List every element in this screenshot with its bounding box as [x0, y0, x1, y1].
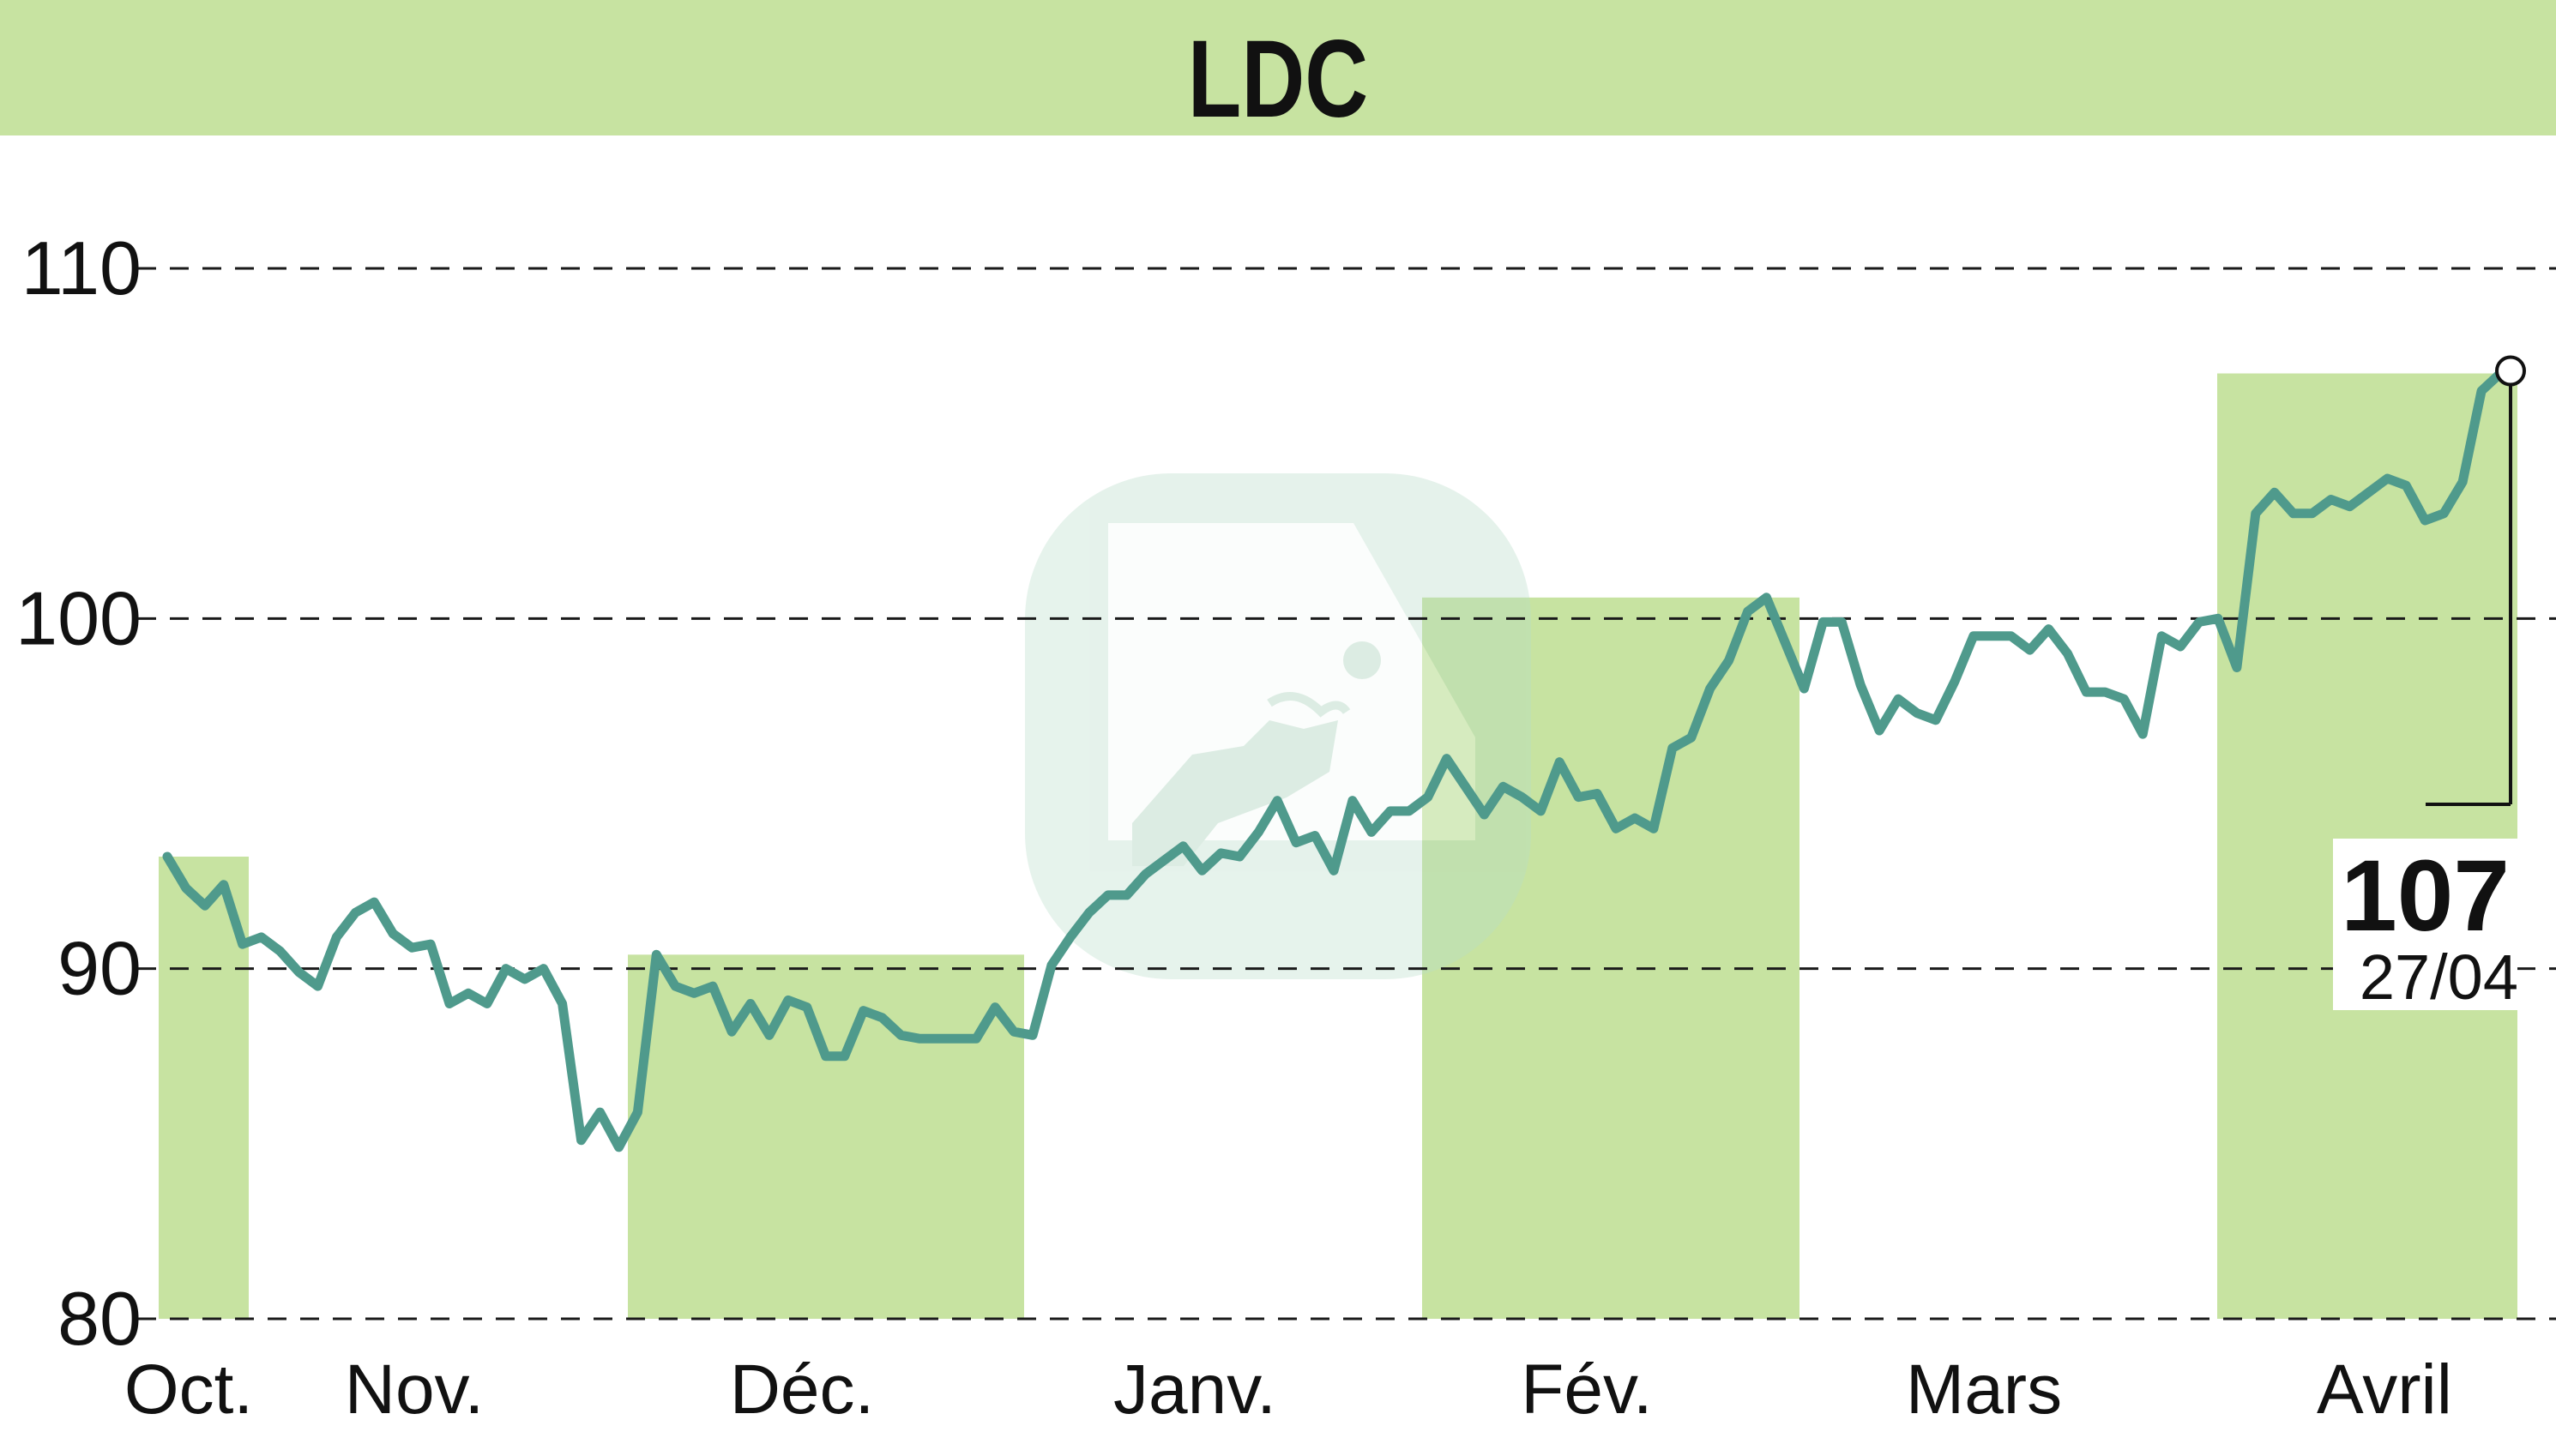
x-tick-labels: Oct. Nov. Déc. Janv. Fév. Mars Avril — [124, 1351, 2452, 1429]
x-tick-label: Mars — [1906, 1351, 2062, 1429]
month-band — [1422, 597, 1799, 1319]
y-tick-label: 100 — [15, 575, 142, 660]
last-point-marker — [2495, 355, 2526, 387]
y-tick-label: 110 — [21, 226, 142, 310]
last-value-callout: 107 27/04 — [2333, 355, 2526, 1013]
callout-box — [2333, 839, 2517, 1010]
month-band — [628, 954, 1024, 1319]
y-tick-labels: 80 90 100 110 — [15, 226, 142, 1361]
chart-title: LDC — [1188, 17, 1368, 141]
last-value-label: 107 — [2341, 839, 2510, 953]
x-tick-label: Déc. — [730, 1351, 875, 1429]
x-tick-label: Nov. — [345, 1351, 485, 1429]
x-tick-label: Oct. — [124, 1351, 253, 1429]
month-band — [159, 857, 249, 1319]
x-tick-label: Janv. — [1113, 1351, 1276, 1429]
x-tick-label: Fév. — [1521, 1351, 1652, 1429]
bull-logo-icon — [1025, 473, 1531, 979]
last-date-label: 27/04 — [2360, 942, 2518, 1013]
series-line — [162, 369, 2505, 1152]
title-banner — [0, 0, 2556, 135]
y-tick-label: 80 — [57, 1276, 142, 1361]
x-tick-label: Avril — [2317, 1351, 2452, 1429]
y-tick-label: 90 — [57, 926, 142, 1011]
